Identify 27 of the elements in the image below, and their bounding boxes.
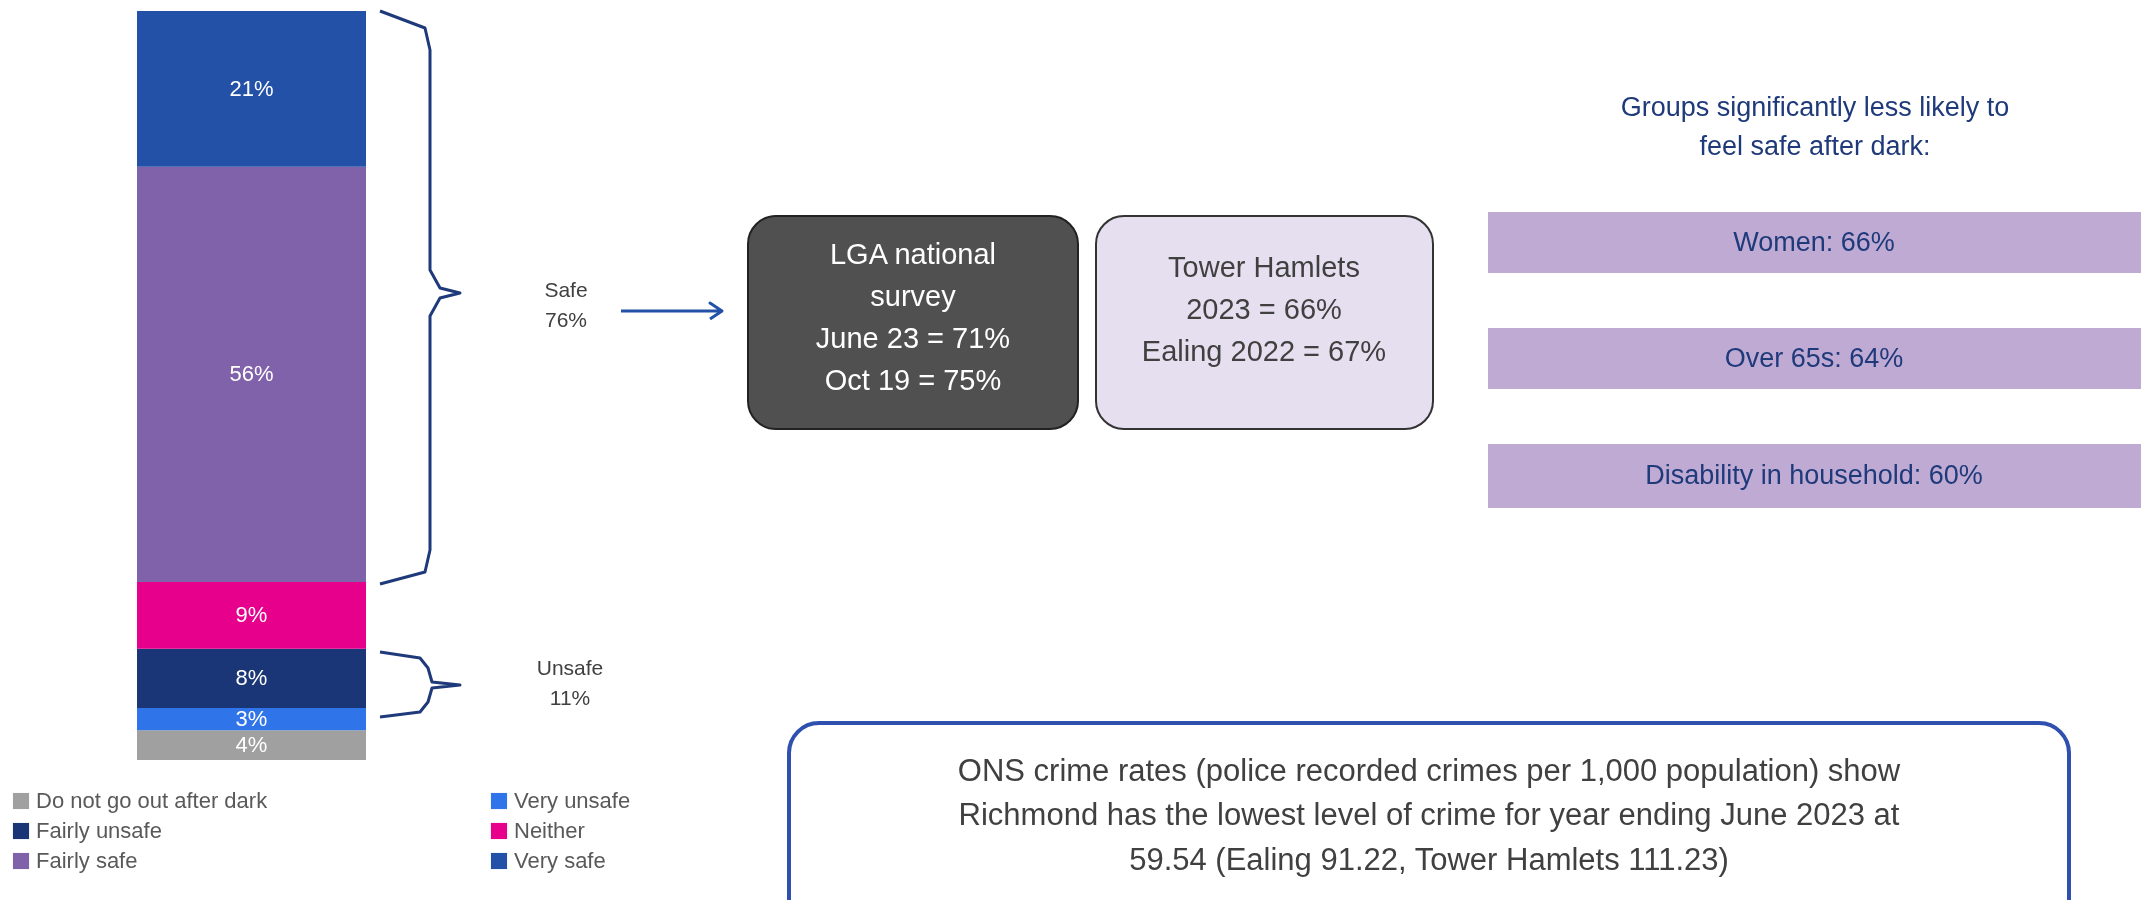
bar — [137, 11, 366, 167]
bar — [137, 166, 366, 583]
legend-label: Do not go out after dark — [36, 788, 269, 813]
bar — [137, 648, 366, 709]
data-label: 56% — [229, 361, 274, 387]
data-label: 21% — [229, 75, 274, 101]
text: LGA national survey June 23 = 71% Oct 19 = 75% — [815, 237, 1011, 396]
text: Safe 76% — [544, 277, 588, 331]
text: Tower Hamlets 2023 = 66% Ealing 2022 = 67% — [1141, 250, 1387, 367]
legend-label: Fairly safe — [36, 848, 138, 873]
data-label: 4% — [235, 732, 268, 758]
bar — [137, 582, 366, 649]
legend-label: Fairly unsafe — [36, 818, 162, 843]
text: Women: 66% — [1733, 226, 1895, 257]
legend-label: Neither — [514, 818, 585, 843]
bar — [137, 708, 366, 731]
text: Over 65s: 64% — [1724, 342, 1904, 373]
data-label: 8% — [235, 665, 268, 691]
data-label: 3% — [235, 706, 268, 732]
data-label: 9% — [235, 602, 268, 628]
text: Groups significantly less likely to feel safe after dark: — [1620, 91, 2010, 161]
text: Unsafe 11% — [536, 655, 604, 709]
text: Disability in household: 60% — [1645, 459, 1983, 490]
bar — [137, 730, 366, 760]
text: ONS crime rates (police recorded crimes per 1,000 population) show Richmond has the lowest level of crime for year ending June 2023 at 59.54 (Ealing 91.22, Tower Hamlets 111.23) — [957, 752, 1901, 878]
legend-label: Very safe — [514, 848, 606, 873]
legend-label: Very unsafe — [514, 788, 631, 813]
